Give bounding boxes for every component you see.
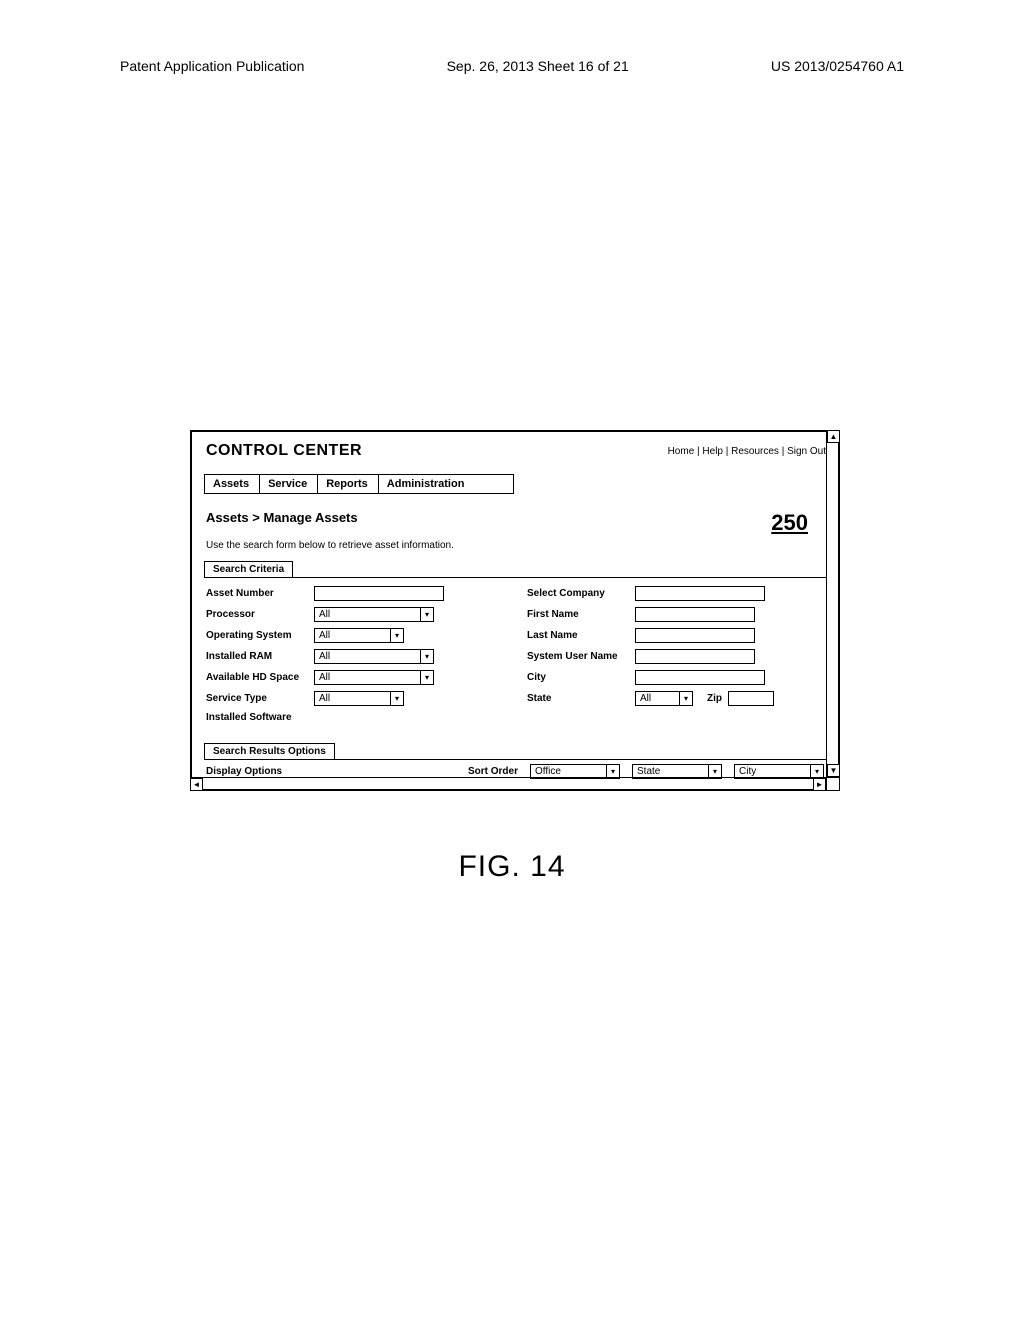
scroll-track-h[interactable] (203, 778, 813, 791)
instruction-text: Use the search form below to retrieve as… (192, 538, 838, 561)
figure-callout-number: 250 (771, 510, 808, 536)
installed-ram-dropdown[interactable]: All▾ (314, 649, 434, 664)
operating-system-label: Operating System (206, 630, 314, 641)
state-dropdown[interactable]: All▾ (635, 691, 693, 706)
asset-number-input[interactable] (314, 586, 444, 601)
system-user-name-label: System User Name (527, 651, 635, 662)
tab-assets[interactable]: Assets (205, 475, 260, 493)
header-right: US 2013/0254760 A1 (771, 58, 904, 74)
scrollbar-corner (826, 777, 840, 791)
header-center: Sep. 26, 2013 Sheet 16 of 21 (447, 58, 629, 74)
section-tab-search-criteria: Search Criteria (204, 561, 293, 577)
chevron-down-icon[interactable]: ▾ (420, 671, 433, 684)
asset-number-label: Asset Number (206, 588, 314, 599)
processor-dropdown[interactable]: All▾ (314, 607, 434, 622)
app-window: CONTROL CENTER Home | Help | Resources |… (190, 430, 840, 791)
field-row: First Name (527, 607, 824, 622)
document-header: Patent Application Publication Sep. 26, … (0, 58, 1024, 74)
chevron-down-icon[interactable]: ▾ (420, 608, 433, 621)
field-row: System User Name (527, 649, 824, 664)
field-row: Operating SystemAll▾ (206, 628, 503, 643)
scroll-down-icon[interactable]: ▼ (827, 764, 840, 777)
last-name-input[interactable] (635, 628, 755, 643)
scroll-right-icon[interactable]: ► (813, 778, 826, 791)
tab-reports[interactable]: Reports (318, 475, 379, 493)
available-hd-space-dropdown-value: All (315, 671, 420, 684)
tab-administration[interactable]: Administration (379, 475, 475, 493)
header-links[interactable]: Home | Help | Resources | Sign Out (668, 446, 826, 457)
zip-label: Zip (707, 693, 722, 704)
zip-input[interactable] (728, 691, 774, 706)
installed-ram-label: Installed RAM (206, 651, 314, 662)
available-hd-space-dropdown[interactable]: All▾ (314, 670, 434, 685)
system-user-name-input[interactable] (635, 649, 755, 664)
nav-tabs: AssetsServiceReportsAdministration (204, 474, 514, 494)
tab-service[interactable]: Service (260, 475, 318, 493)
chevron-down-icon[interactable]: ▾ (390, 629, 403, 642)
sort-order-label: Sort Order (468, 766, 518, 777)
search-criteria-grid: Asset NumberProcessorAll▾Operating Syste… (192, 578, 838, 743)
available-hd-space-label: Available HD Space (206, 672, 314, 683)
field-row: ProcessorAll▾ (206, 607, 503, 622)
city-input[interactable] (635, 670, 765, 685)
field-row: Asset Number (206, 586, 503, 601)
state-label: State (527, 693, 635, 704)
section-tab-results-options: Search Results Options (204, 743, 335, 759)
service-type-label: Service Type (206, 693, 314, 704)
app-title: CONTROL CENTER (206, 442, 362, 460)
display-options-label: Display Options (206, 766, 282, 777)
field-row: Installed RAMAll▾ (206, 649, 503, 664)
scroll-left-icon[interactable]: ◄ (190, 778, 203, 791)
select-company-input[interactable] (635, 586, 765, 601)
horizontal-scrollbar[interactable]: ◄ ► (190, 777, 826, 791)
criteria-right-column: Select Company First Name Last Name System … (527, 586, 824, 729)
chevron-down-icon[interactable]: ▾ (679, 692, 692, 705)
field-row: Installed Software (206, 712, 503, 723)
state-zip-row: StateAll▾ Zip (527, 691, 824, 706)
chevron-down-icon[interactable]: ▾ (420, 650, 433, 663)
select-company-label: Select Company (527, 588, 635, 599)
operating-system-dropdown-value: All (315, 629, 390, 642)
operating-system-dropdown[interactable]: All▾ (314, 628, 404, 643)
figure-caption: FIG. 14 (0, 850, 1024, 884)
processor-label: Processor (206, 609, 314, 620)
installed-ram-dropdown-value: All (315, 650, 420, 663)
chevron-down-icon[interactable]: ▾ (390, 692, 403, 705)
last-name-label: Last Name (527, 630, 635, 641)
criteria-left-column: Asset NumberProcessorAll▾Operating Syste… (206, 586, 503, 729)
titlebar: CONTROL CENTER Home | Help | Resources |… (192, 432, 838, 474)
service-type-dropdown[interactable]: All▾ (314, 691, 404, 706)
first-name-input[interactable] (635, 607, 755, 622)
installed-software-label: Installed Software (206, 712, 314, 723)
field-row: City (527, 670, 824, 685)
field-row: Select Company (527, 586, 824, 601)
first-name-label: First Name (527, 609, 635, 620)
service-type-dropdown-value: All (315, 692, 390, 705)
field-row: Last Name (527, 628, 824, 643)
header-left: Patent Application Publication (120, 58, 304, 74)
city-label: City (527, 672, 635, 683)
state-dropdown-value: All (636, 692, 679, 705)
vertical-scrollbar[interactable]: ▲ ▼ (826, 430, 840, 777)
scroll-up-icon[interactable]: ▲ (827, 430, 840, 443)
breadcrumb: Assets > Manage Assets (206, 510, 358, 525)
scroll-track[interactable] (827, 443, 840, 764)
field-row: Service TypeAll▾ (206, 691, 503, 706)
processor-dropdown-value: All (315, 608, 420, 621)
field-row: Available HD SpaceAll▾ (206, 670, 503, 685)
